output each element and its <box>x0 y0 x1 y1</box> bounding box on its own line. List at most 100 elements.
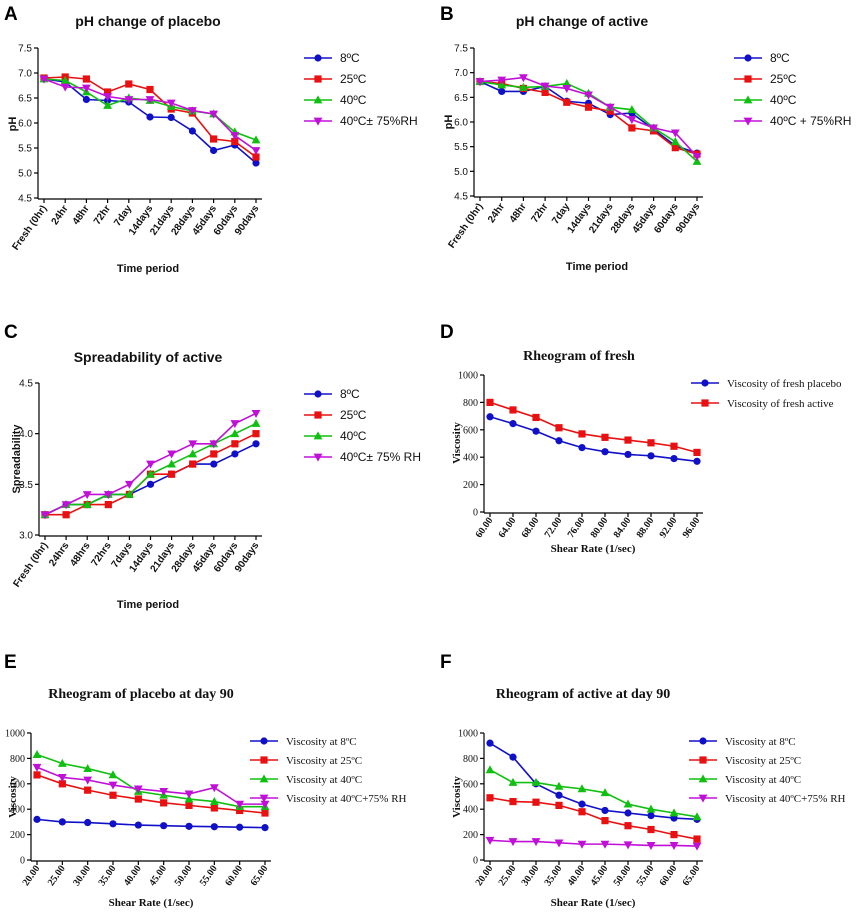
data-point <box>146 460 155 469</box>
y-tick-label: 5.0 <box>18 169 32 180</box>
legend-marker <box>744 75 752 83</box>
data-point <box>33 771 41 779</box>
data-point <box>647 811 655 820</box>
x-tick-label: 40.00 <box>122 863 144 888</box>
data-point <box>160 822 168 830</box>
data-point <box>578 444 586 452</box>
data-point <box>57 758 67 767</box>
panel-letter: E <box>4 652 17 673</box>
legend-marker <box>260 737 268 745</box>
x-tick-label: 72hr <box>529 201 550 225</box>
chart-panel-e: E Rheogram of placebo at day 90 0 200 400 600… <box>4 652 407 909</box>
x-tick-label: 20.00 <box>21 863 43 888</box>
legend-label: Viscosity at 40ºC <box>725 774 801 786</box>
y-tick-label: 3.0 <box>19 531 33 542</box>
y-tick-label: 5.5 <box>18 144 32 155</box>
chart-title: pH change of active <box>516 13 648 29</box>
x-tick-label: 72.00 <box>543 515 565 540</box>
data-point <box>231 440 239 448</box>
x-axis-label: Shear Rate (1/sec) <box>109 897 194 909</box>
data-point <box>231 450 239 458</box>
x-tick-label: 24hr <box>486 201 507 225</box>
y-tick-label: 200 <box>463 480 478 491</box>
y-tick-label: 600 <box>463 779 478 790</box>
data-point <box>647 439 655 447</box>
data-point <box>669 841 679 850</box>
data-point <box>230 420 240 429</box>
series-1: Viscosity at 25ºC <box>33 755 362 817</box>
data-point <box>555 791 563 799</box>
data-point <box>624 809 632 817</box>
x-tick-label: 30.00 <box>520 863 542 888</box>
legend-marker <box>743 117 753 126</box>
data-point <box>82 95 90 104</box>
data-point <box>103 93 112 102</box>
data-point <box>83 776 93 785</box>
series-line <box>36 753 265 808</box>
data-point <box>159 788 169 797</box>
data-point <box>209 440 219 449</box>
data-point <box>670 454 678 463</box>
series-2: Viscosity at 40ºC <box>485 765 801 821</box>
x-tick-label: 64.00 <box>497 515 519 540</box>
x-tick-label: 60.00 <box>658 863 680 888</box>
data-point <box>670 129 680 138</box>
series-3: 40ºC± 75% RH <box>40 410 421 520</box>
data-point <box>486 413 494 421</box>
data-point <box>230 429 240 438</box>
data-point <box>39 75 49 84</box>
data-point <box>600 840 610 849</box>
data-point <box>252 440 260 448</box>
data-point <box>210 823 218 831</box>
data-point <box>167 450 176 459</box>
series-0: 8ºC <box>476 51 790 157</box>
data-point <box>184 790 194 799</box>
data-point <box>83 763 93 772</box>
x-tick-label: 35.00 <box>97 863 119 888</box>
series-0: 8ºC <box>41 387 360 519</box>
series-1: Viscosity at 25ºC <box>486 755 801 843</box>
legend-label: 8ºC <box>770 51 790 65</box>
y-axis-label: Viscosity <box>451 776 463 818</box>
legend-label: 40ºC <box>770 93 797 107</box>
data-point <box>108 781 118 790</box>
series-1: Viscosity of fresh active <box>486 398 834 457</box>
y-tick-label: 800 <box>463 398 478 409</box>
x-axis-label: Shear Rate (1/sec) <box>551 897 636 909</box>
x-tick-label: 35.00 <box>543 863 565 888</box>
data-point <box>605 103 615 112</box>
y-axis-label: pH <box>7 117 19 132</box>
data-point <box>235 800 245 809</box>
data-point <box>168 470 176 478</box>
data-point <box>231 137 239 146</box>
data-point <box>33 815 41 823</box>
data-point <box>188 449 198 458</box>
x-tick-label: 20.00 <box>474 863 496 888</box>
data-point <box>146 85 154 94</box>
data-point <box>188 440 198 449</box>
data-point <box>628 124 636 132</box>
panel-letter: C <box>4 322 18 343</box>
series-line <box>489 796 698 840</box>
legend-marker <box>698 794 708 803</box>
data-point <box>577 840 587 849</box>
legend-label: 8ºC <box>340 51 360 65</box>
data-point <box>647 452 655 460</box>
data-point <box>509 406 517 414</box>
data-point <box>210 460 218 468</box>
series-0: Viscosity at 8ºC <box>33 736 357 832</box>
data-point <box>624 822 632 830</box>
data-point <box>693 457 701 465</box>
data-point <box>509 420 517 428</box>
legend-marker <box>698 774 708 783</box>
data-point <box>532 413 540 422</box>
panel-letter: A <box>4 4 18 25</box>
data-point <box>649 124 658 133</box>
x-tick-label: Fresh (0hr) <box>11 540 50 589</box>
data-point <box>519 82 528 91</box>
y-tick-label: 1000 <box>458 729 478 740</box>
data-point <box>40 511 50 520</box>
x-tick-label: 45.00 <box>147 863 169 888</box>
data-point <box>188 107 197 116</box>
x-tick-label: 65.00 <box>249 863 271 888</box>
